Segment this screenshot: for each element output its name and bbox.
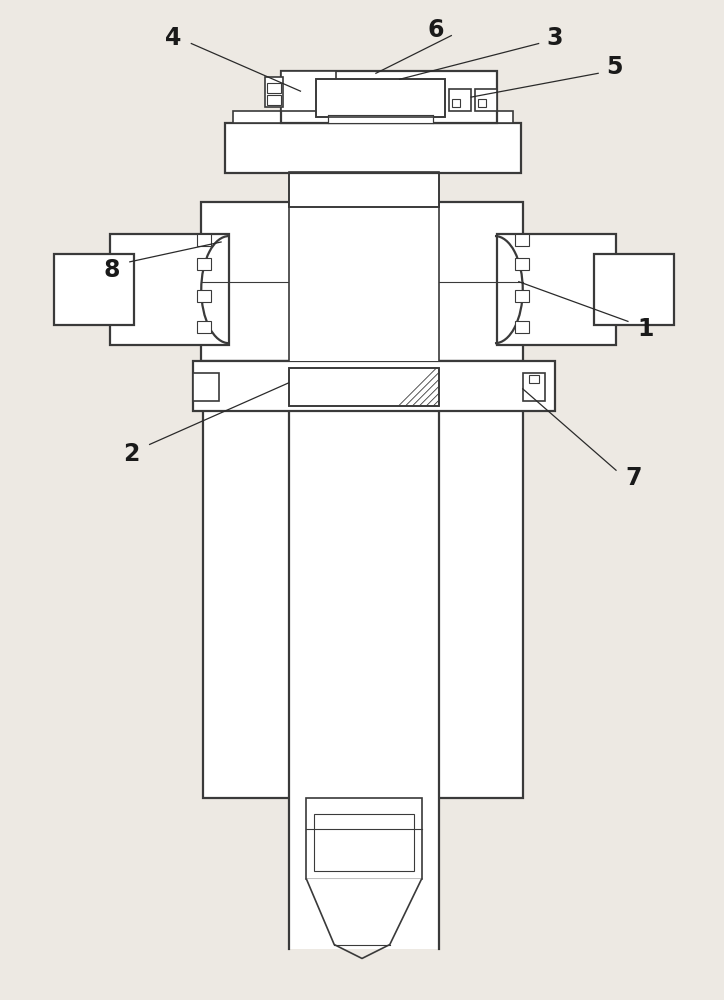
Bar [193,373,219,401]
Bar [289,172,439,207]
Bar [266,83,281,93]
Text: 3: 3 [547,26,563,50]
Bar [452,99,460,107]
Bar [306,798,421,879]
Text: 4: 4 [165,26,182,50]
Bar [594,254,673,325]
Bar [289,368,439,406]
Bar [193,361,555,411]
Bar [281,71,497,123]
Text: 5: 5 [606,55,623,79]
Text: 8: 8 [104,258,120,282]
Bar [281,71,336,111]
Text: 6: 6 [427,18,444,42]
Bar [450,89,471,111]
Text: 2: 2 [124,442,140,466]
Bar [478,99,486,107]
Bar [110,234,229,345]
Text: 1: 1 [638,317,654,341]
Bar [203,363,523,949]
Bar [529,375,539,383]
Bar [265,77,282,107]
Bar [201,202,523,361]
Bar [328,115,434,123]
Bar [515,321,529,333]
Bar [289,172,439,207]
Bar [203,361,523,798]
Bar [197,321,211,333]
Bar [266,95,281,105]
Bar [197,290,211,302]
Bar [515,290,529,302]
Bar [515,258,529,270]
Bar [289,282,439,949]
Bar [475,89,497,111]
Bar [515,234,529,246]
Bar [197,258,211,270]
Bar [289,368,439,406]
Bar [497,234,616,345]
Bar [225,123,521,173]
Bar [316,79,445,117]
Bar [233,111,513,123]
Bar [523,373,544,401]
Bar [54,254,134,325]
Bar [314,814,413,871]
Bar [316,79,445,117]
Text: 7: 7 [626,466,642,490]
Bar [289,202,439,361]
Bar [197,234,211,246]
Polygon shape [306,879,421,945]
